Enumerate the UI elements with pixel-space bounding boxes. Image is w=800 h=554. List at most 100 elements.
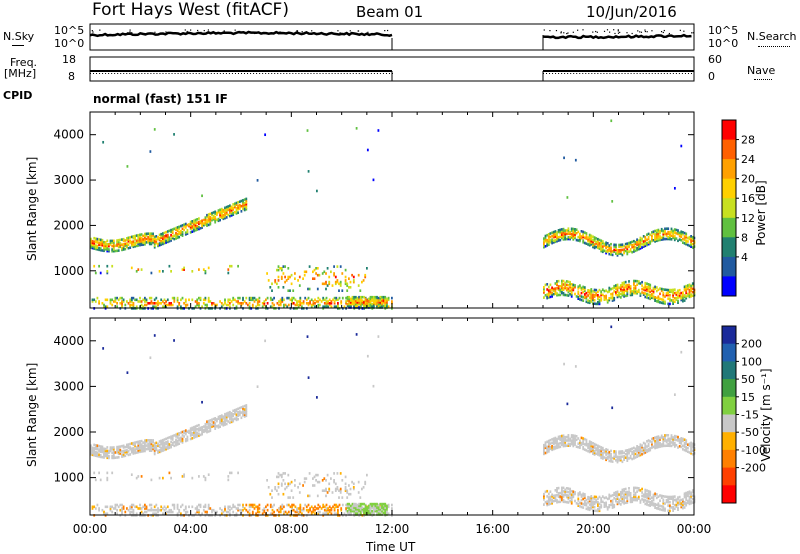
power-echo-cell (234, 204, 236, 207)
vel-echo-cell (690, 493, 692, 496)
vel-echo-cell (582, 506, 585, 509)
vel-echo-cell (359, 508, 362, 511)
vel-echo-cell (178, 442, 181, 445)
vel-echo-cell (364, 480, 367, 484)
vel-echo-cell (211, 423, 213, 427)
power-echo-cell (196, 221, 199, 224)
power-echo-cell (673, 230, 676, 233)
vel-echo-cell (339, 489, 342, 492)
vel-echo-cell (683, 445, 686, 448)
power-echo-cell (334, 280, 337, 284)
power-echo-cell (237, 264, 239, 268)
power-echo-cell (654, 285, 656, 289)
power-echo-cell (287, 289, 290, 292)
power-echo-cell (129, 239, 132, 243)
noise-search-point (582, 29, 584, 31)
power-echo-cell (386, 304, 388, 308)
power-echo-cell (549, 240, 552, 244)
vel-echo-cell (626, 497, 629, 501)
power-echo-cell (577, 292, 580, 295)
power-echo-cell (649, 297, 652, 301)
power-echo-cell (173, 296, 176, 300)
power-echo-cell (651, 239, 653, 243)
vel-echo-cell (240, 411, 243, 414)
noise-search-point (640, 31, 643, 33)
vel-echo-cell (621, 500, 624, 504)
vel-echo-cell (112, 446, 115, 449)
vel-echo-cell (94, 444, 97, 447)
vel-echo-cell (243, 411, 246, 415)
power-echo-cell (294, 272, 296, 275)
power-echo-cell (140, 268, 143, 271)
vel-echo-cell (191, 437, 194, 440)
vel-echo-cell (279, 507, 282, 510)
power-echo-cell (595, 292, 598, 295)
vel-echo-cell (562, 436, 565, 439)
power-echo-cell (348, 299, 351, 302)
vel-echo-cell (677, 435, 679, 439)
power-echo-cell (646, 287, 648, 291)
power-echo-cell (615, 248, 617, 252)
vel-echo-cell (209, 426, 212, 429)
vel-echo-cell (678, 441, 681, 445)
vel-echo-cell (348, 506, 351, 509)
vel-echo-cell (178, 432, 181, 435)
nave-point (247, 73, 249, 74)
vel-echo-cell (227, 420, 230, 423)
vel-echo-cell (601, 452, 604, 455)
power-echo-cell (564, 283, 567, 286)
power-echo-cell (642, 291, 645, 295)
power-echo-cell (688, 244, 691, 248)
power-echo-cell (603, 298, 606, 301)
power-echo-cell (353, 299, 355, 302)
power-echo-cell (592, 238, 594, 242)
vel-echo-cell (554, 438, 557, 441)
vel-echo-cell (142, 449, 145, 453)
vel-echo-cell (619, 457, 622, 460)
power-echo-cell (631, 244, 634, 247)
power-echo-cell (229, 264, 231, 268)
vel-echo-cell (158, 445, 161, 448)
vel-echo-cell (224, 416, 226, 419)
power-echo-cell (153, 244, 156, 247)
vel-echo-cell (132, 510, 135, 514)
vel-echo-cell (377, 509, 380, 513)
vel-echo-cell (237, 414, 239, 417)
power-echo-cell (183, 268, 185, 271)
nsky-label: N.Sky (3, 30, 35, 43)
vel-echo-cell (194, 435, 197, 439)
power-echo-cell (232, 213, 235, 216)
power-echo-cell (309, 300, 311, 303)
noise-search-point (614, 32, 616, 35)
nave-point (666, 73, 668, 74)
vel-echo-cell (328, 508, 331, 512)
power-echo-cell (289, 289, 291, 292)
vel-echo-cell (297, 512, 300, 515)
vel-echo-cell (112, 456, 115, 460)
vel-echo-cell (140, 510, 143, 514)
power-echo-cell (144, 236, 146, 239)
power-echo-cell (312, 300, 315, 303)
vel-echo-cell (158, 508, 161, 512)
vel-echo-cell (194, 430, 197, 433)
power-echo-cell (678, 288, 681, 292)
vel-echo-cell (579, 491, 581, 494)
power-echo-cell (194, 223, 197, 227)
power-echo-cell (554, 233, 557, 237)
power-echo-cell (633, 283, 635, 286)
power-echo-cell (610, 287, 612, 291)
vel-echo-cell (544, 490, 547, 494)
vel-echo-cell (294, 510, 297, 514)
power-echo-cell (256, 300, 259, 303)
vel-echo-cell (235, 409, 238, 413)
vel-echo-cell (106, 512, 109, 515)
vel-echo-cell (588, 442, 591, 445)
power-echo-cell (150, 241, 153, 244)
power-echo-cell (112, 239, 115, 243)
noise-search-point (349, 30, 351, 32)
power-echo-cell (111, 298, 114, 302)
power-echo-cell (160, 232, 163, 236)
power-echo-cell (647, 289, 650, 293)
power-echo-cell (583, 286, 586, 289)
nave-point (552, 73, 554, 74)
